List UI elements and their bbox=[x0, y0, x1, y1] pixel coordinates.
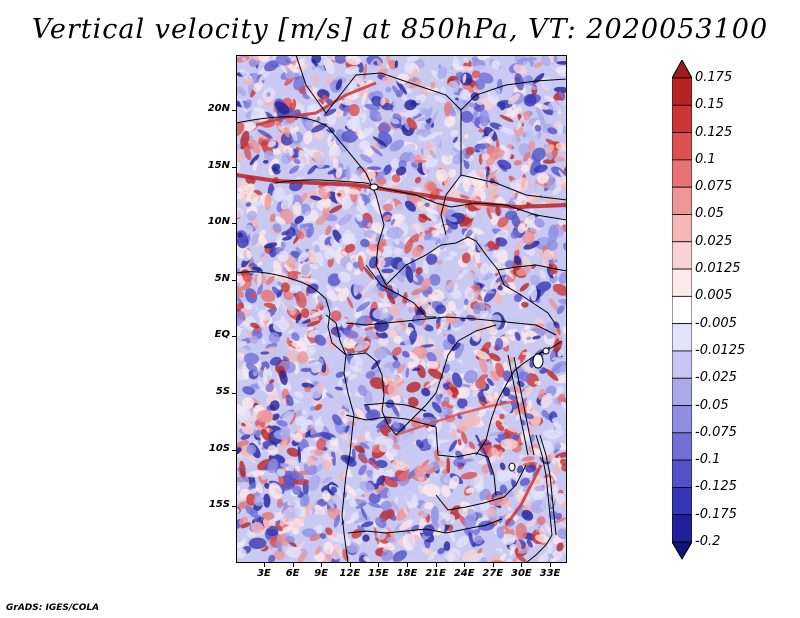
longitude-tick bbox=[464, 562, 466, 567]
longitude-tick bbox=[321, 562, 323, 567]
colorbar-segment bbox=[672, 350, 692, 379]
colorbar-label: 0.175 bbox=[695, 70, 733, 85]
country-borders bbox=[236, 55, 567, 563]
longitude-tick bbox=[492, 562, 494, 567]
colorbar-segment bbox=[672, 323, 692, 352]
colorbar-segment bbox=[672, 104, 692, 133]
colorbar-segment bbox=[672, 377, 692, 406]
lakes bbox=[369, 183, 550, 472]
colorbar-segment bbox=[672, 186, 692, 215]
colorbar-label: -0.025 bbox=[695, 370, 737, 386]
colorbar-label: 0.05 bbox=[695, 206, 724, 222]
chart-title: Vertical velocity [m/s] at 850hPa, VT: 2… bbox=[31, 14, 769, 45]
colorbar-label: -0.0125 bbox=[695, 342, 746, 358]
longitude-tick bbox=[550, 562, 551, 567]
colorbar-segment bbox=[672, 405, 692, 434]
latitude-tick bbox=[232, 223, 237, 225]
colorbar-segment bbox=[672, 132, 692, 161]
colorbar-label: -0.125 bbox=[695, 479, 737, 495]
colorbar-segment bbox=[672, 268, 692, 297]
colorbar-label: 0.125 bbox=[695, 124, 733, 140]
latitude-tick-label: 5S bbox=[215, 386, 230, 397]
colorbar-segment bbox=[672, 514, 692, 543]
longitude-tick bbox=[521, 562, 523, 567]
longitude-tick-label: 6E bbox=[285, 568, 300, 579]
latitude-tick bbox=[232, 449, 237, 451]
colorbar bbox=[672, 60, 692, 560]
colorbar-label: 0.025 bbox=[695, 233, 733, 249]
longitude-tick-label: 9E bbox=[314, 568, 329, 579]
colorbar-segment bbox=[672, 459, 692, 488]
colorbar-segment bbox=[672, 295, 692, 325]
colorbar-label: 0.1 bbox=[695, 151, 716, 167]
latitude-tick-label: EQ bbox=[214, 329, 230, 341]
latitude-tick-label: 5N bbox=[214, 272, 230, 284]
colorbar-top-arrow bbox=[672, 60, 692, 79]
colorbar-bottom-arrow bbox=[672, 541, 692, 560]
convergence-band bbox=[504, 464, 543, 526]
latitude-tick bbox=[232, 110, 237, 111]
colorbar-segment bbox=[672, 159, 692, 188]
colorbar-label: -0.1 bbox=[695, 452, 721, 468]
colorbar-segment bbox=[672, 77, 692, 106]
latitude-tick-label: 20N bbox=[207, 103, 230, 114]
colorbar-label: -0.05 bbox=[695, 397, 729, 413]
colorbar-segment bbox=[672, 487, 692, 516]
colorbar-label: 0.005 bbox=[695, 288, 733, 304]
longitude-tick bbox=[264, 562, 265, 567]
longitude-tick-label: 12E bbox=[339, 568, 361, 579]
longitude-tick-label: 15E bbox=[368, 568, 389, 579]
longitude-tick bbox=[435, 562, 437, 567]
footer-credit: GrADS: IGES/COLA bbox=[6, 603, 100, 613]
longitude-tick bbox=[292, 562, 294, 567]
colorbar-graphic bbox=[672, 60, 692, 560]
latitude-tick-label: 10N bbox=[207, 216, 230, 228]
colorbar-segment bbox=[672, 241, 692, 270]
colorbar-label: 0.075 bbox=[695, 179, 733, 195]
longitude-tick-label: 21E bbox=[425, 568, 446, 579]
colorbar-segment bbox=[672, 432, 692, 461]
longitude-tick bbox=[349, 562, 351, 567]
velocity-field-map bbox=[236, 55, 567, 563]
longitude-tick bbox=[378, 562, 380, 567]
colorbar-label: 0.15 bbox=[695, 97, 724, 113]
colorbar-segment bbox=[672, 214, 692, 243]
colorbar-label: -0.175 bbox=[695, 506, 737, 522]
latitude-tick bbox=[232, 506, 237, 508]
latitude-tick bbox=[232, 166, 237, 168]
longitude-tick-label: 24E bbox=[453, 568, 475, 579]
colorbar-label: -0.075 bbox=[695, 424, 737, 440]
convergence-band bbox=[255, 81, 377, 127]
latitude-tick bbox=[232, 336, 237, 338]
map-panel bbox=[236, 55, 567, 563]
convergence-band bbox=[474, 434, 494, 476]
latitude-tick-label: 15S bbox=[208, 499, 230, 511]
colorbar-label: -0.2 bbox=[695, 534, 721, 549]
longitude-tick-label: 27E bbox=[482, 568, 504, 579]
colorbar-label: -0.005 bbox=[695, 315, 737, 331]
colorbar-label: 0.0125 bbox=[695, 261, 741, 277]
latitude-tick-label: 15N bbox=[207, 159, 230, 171]
longitude-tick-label: 33E bbox=[539, 568, 561, 579]
latitude-tick bbox=[232, 279, 237, 281]
latitude-tick-label: 10S bbox=[208, 442, 230, 454]
longitude-tick-label: 3E bbox=[257, 568, 271, 579]
longitude-tick-label: 30E bbox=[511, 568, 532, 579]
latitude-tick bbox=[232, 393, 237, 394]
longitude-tick bbox=[407, 562, 408, 567]
longitude-tick-label: 18E bbox=[396, 568, 418, 579]
